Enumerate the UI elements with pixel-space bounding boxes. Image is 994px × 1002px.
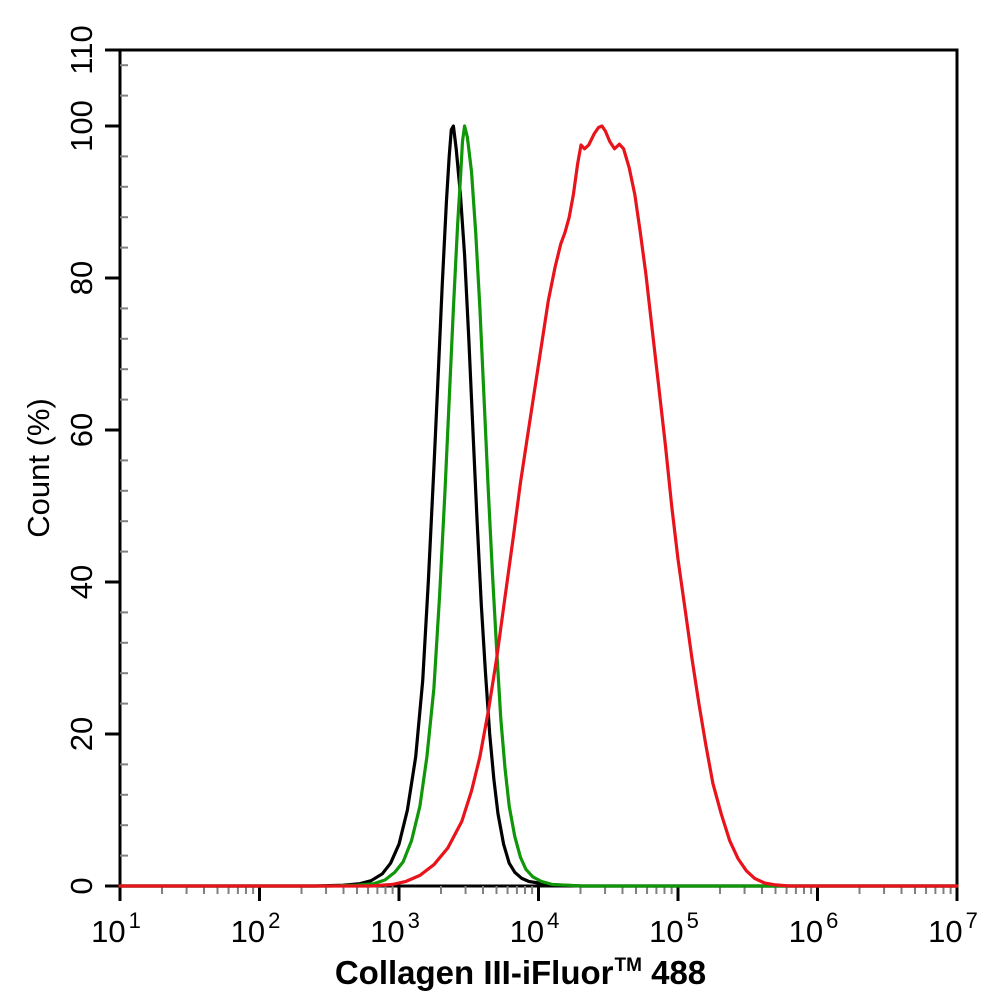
black-curve	[118, 124, 959, 888]
y-tick-label: 0	[64, 877, 99, 894]
x-tick-label: 10 6	[789, 908, 839, 949]
y-tick-label: 40	[64, 565, 99, 599]
x-tick-label: 10 7	[928, 908, 978, 949]
axis-titles: Count (%) Collagen III-iFluorTM 488	[21, 398, 706, 991]
x-tick-label: 10 5	[649, 908, 699, 949]
y-axis-tick-labels: 0 20 40 60 80 100 110	[64, 25, 99, 894]
x-tick-label: 10 4	[510, 908, 560, 949]
y-axis-minor-ticks	[120, 64, 128, 857]
y-tick-label: 80	[64, 261, 99, 295]
plot-border	[118, 48, 959, 888]
x-axis-tick-labels: 10 1 10 2 10 3 10 4 10 5 10 6 10 7	[91, 908, 978, 949]
x-axis-title: Collagen III-iFluorTM 488	[335, 954, 706, 991]
y-tick-label: 20	[64, 717, 99, 751]
y-axis-major-ticks	[105, 48, 120, 888]
x-tick-label: 10 2	[231, 908, 281, 949]
plot-frame	[118, 48, 959, 888]
histogram-curves	[118, 124, 959, 888]
red-curve	[118, 124, 959, 888]
x-axis-major-ticks	[118, 886, 959, 901]
x-tick-label: 10 1	[91, 908, 141, 949]
y-tick-label: 100	[64, 100, 99, 152]
y-tick-label: 60	[64, 413, 99, 447]
x-tick-label: 10 3	[370, 908, 420, 949]
y-tick-label: 110	[64, 25, 99, 74]
green-curve	[118, 124, 959, 888]
y-axis-title: Count (%)	[21, 398, 56, 538]
